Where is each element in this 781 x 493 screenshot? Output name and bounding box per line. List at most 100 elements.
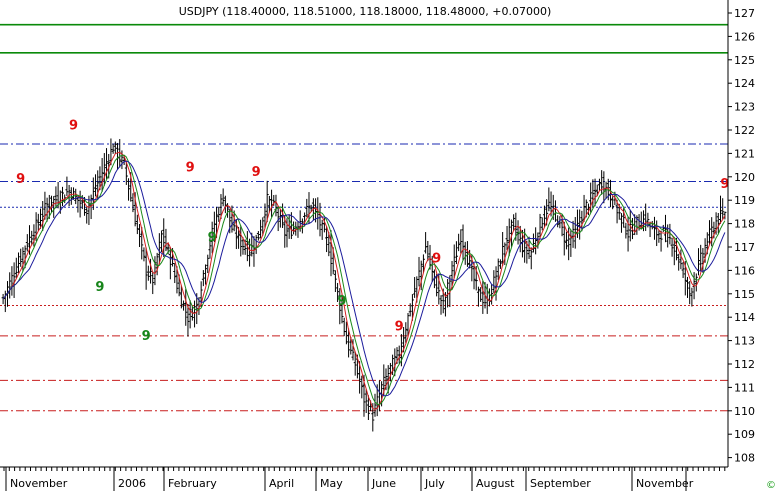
price-bar bbox=[461, 224, 465, 261]
signal-marker: 9 bbox=[337, 294, 346, 309]
x-tick-label: February bbox=[168, 477, 217, 490]
price-bar bbox=[30, 230, 34, 246]
price-bar bbox=[175, 266, 179, 294]
ma-line-2 bbox=[2, 160, 726, 397]
price-bar bbox=[494, 266, 498, 301]
price-bar bbox=[509, 219, 513, 247]
price-bar bbox=[340, 293, 344, 324]
price-bar bbox=[503, 242, 507, 266]
price-bar bbox=[74, 188, 78, 205]
price-bar bbox=[479, 287, 483, 302]
price-bar bbox=[465, 241, 469, 267]
price-bar bbox=[591, 179, 595, 208]
price-bar bbox=[109, 138, 113, 166]
price-bar bbox=[723, 211, 727, 220]
price-bar bbox=[578, 209, 582, 240]
y-tick-label: 114 bbox=[734, 311, 755, 324]
price-bar bbox=[476, 286, 480, 307]
price-bar bbox=[690, 287, 694, 307]
price-bar bbox=[39, 208, 43, 229]
price-bar bbox=[8, 272, 12, 299]
price-bar bbox=[54, 186, 58, 209]
y-tick-label: 123 bbox=[734, 101, 755, 114]
price-bar bbox=[36, 213, 40, 231]
price-bar bbox=[472, 263, 476, 290]
price-bar bbox=[124, 160, 128, 185]
price-bar bbox=[351, 339, 355, 361]
price-bar bbox=[105, 148, 109, 180]
price-bar bbox=[144, 247, 148, 290]
signal-marker: 9 bbox=[16, 172, 25, 187]
price-bar bbox=[681, 262, 685, 279]
price-bar bbox=[142, 247, 146, 262]
price-bar bbox=[43, 191, 47, 220]
price-bar bbox=[417, 256, 421, 287]
price-bar bbox=[694, 273, 698, 292]
y-tick-label: 111 bbox=[734, 381, 755, 394]
price-bar bbox=[259, 219, 263, 239]
price-bar bbox=[562, 221, 566, 256]
price-bar bbox=[707, 220, 711, 245]
signal-marker: 9 bbox=[208, 231, 217, 246]
price-bar bbox=[388, 362, 392, 382]
price-bar bbox=[21, 247, 25, 272]
price-bar bbox=[186, 303, 190, 337]
y-tick-label: 112 bbox=[734, 358, 755, 371]
price-bar bbox=[507, 218, 511, 257]
price-bar bbox=[23, 245, 27, 269]
price-bar bbox=[168, 247, 172, 280]
price-bar bbox=[149, 258, 153, 284]
price-bar bbox=[333, 270, 337, 293]
price-bar bbox=[303, 212, 307, 227]
price-bar bbox=[439, 295, 443, 315]
price-bar bbox=[102, 153, 106, 186]
price-bar bbox=[52, 196, 56, 218]
price-bar bbox=[624, 222, 628, 239]
price-bar bbox=[76, 196, 80, 213]
price-bar bbox=[435, 273, 439, 297]
price-bar bbox=[98, 166, 102, 191]
price-bar bbox=[615, 199, 619, 224]
price-bar bbox=[393, 348, 397, 377]
x-tick-label: November bbox=[636, 477, 694, 490]
price-bar bbox=[263, 203, 267, 229]
y-tick-label: 120 bbox=[734, 171, 755, 184]
price-bar bbox=[113, 141, 117, 154]
y-tick-label: 121 bbox=[734, 147, 755, 160]
signal-marker: 9 bbox=[142, 329, 151, 344]
x-tick-label: November bbox=[10, 477, 68, 490]
price-bar bbox=[523, 228, 527, 263]
price-bar bbox=[597, 178, 601, 191]
price-bar bbox=[679, 249, 683, 270]
price-bar bbox=[538, 213, 542, 238]
price-bar bbox=[349, 336, 353, 355]
price-bar bbox=[366, 395, 370, 421]
signal-marker: 9 bbox=[720, 177, 729, 192]
price-bar bbox=[173, 262, 177, 284]
signal-marker: 9 bbox=[252, 165, 261, 180]
y-tick-label: 124 bbox=[734, 77, 755, 90]
price-bar bbox=[534, 227, 538, 255]
price-bar bbox=[564, 231, 568, 250]
price-bar bbox=[164, 228, 168, 252]
price-bar bbox=[721, 198, 725, 220]
price-bar bbox=[329, 230, 333, 277]
price-bar bbox=[668, 223, 672, 245]
x-tick-label: 2006 bbox=[118, 477, 146, 490]
price-bar bbox=[61, 186, 65, 207]
price-bar bbox=[556, 215, 560, 228]
price-bar bbox=[426, 240, 430, 262]
price-bar bbox=[344, 321, 348, 345]
copyright-icon: © bbox=[766, 480, 776, 491]
price-bar bbox=[386, 365, 390, 394]
price-bar bbox=[65, 176, 69, 196]
x-tick-label: April bbox=[269, 477, 294, 490]
price-bar bbox=[569, 229, 573, 257]
price-bar bbox=[657, 230, 661, 243]
price-bar bbox=[47, 194, 51, 219]
price-bar bbox=[410, 294, 414, 321]
price-bar bbox=[701, 247, 705, 273]
price-bar bbox=[72, 187, 76, 200]
y-tick-label: 115 bbox=[734, 288, 755, 301]
